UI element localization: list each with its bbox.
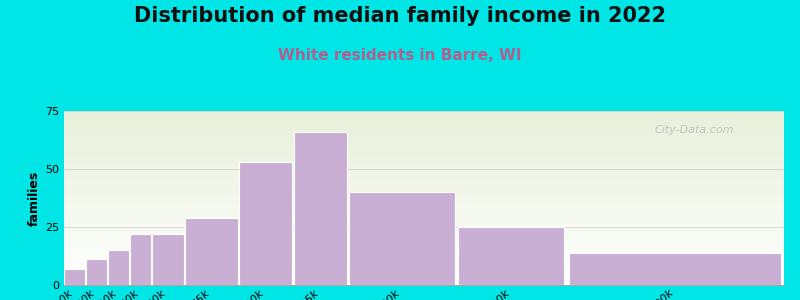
Text: White residents in Barre, WI: White residents in Barre, WI xyxy=(278,48,522,63)
Bar xyxy=(239,162,292,285)
Bar xyxy=(108,250,129,285)
Bar xyxy=(130,234,151,285)
Bar xyxy=(294,132,347,285)
Bar xyxy=(350,192,455,285)
Bar xyxy=(86,260,107,285)
Text: Distribution of median family income in 2022: Distribution of median family income in … xyxy=(134,6,666,26)
Bar xyxy=(458,227,564,285)
Bar xyxy=(64,269,86,285)
Bar xyxy=(152,234,183,285)
Bar xyxy=(569,253,781,285)
Bar xyxy=(185,218,238,285)
Text: City-Data.com: City-Data.com xyxy=(654,125,734,135)
Y-axis label: families: families xyxy=(28,170,41,226)
